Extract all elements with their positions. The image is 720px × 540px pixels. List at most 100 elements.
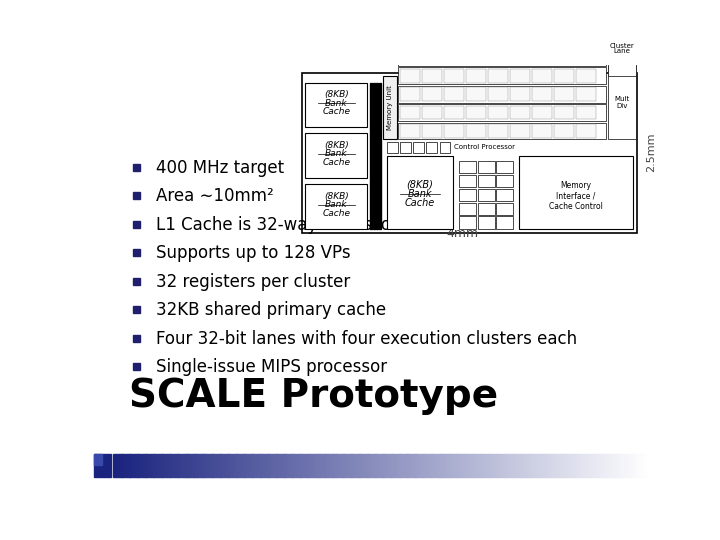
Bar: [398, 30, 606, 47]
Bar: [510, 0, 531, 9]
Bar: [398, 49, 606, 65]
Bar: [439, 142, 451, 153]
Text: Cluster: Cluster: [609, 43, 634, 49]
Bar: [477, 202, 495, 215]
Bar: [127, 454, 130, 477]
Bar: [400, 124, 420, 138]
Bar: [576, 69, 596, 83]
Bar: [383, 454, 387, 477]
Bar: [517, 454, 520, 477]
Bar: [236, 454, 239, 477]
Bar: [532, 69, 552, 83]
Bar: [466, 454, 469, 477]
Bar: [608, 27, 636, 64]
Bar: [387, 156, 453, 229]
Bar: [520, 454, 523, 477]
Bar: [359, 454, 362, 477]
Bar: [145, 454, 148, 477]
Bar: [554, 50, 575, 64]
Bar: [266, 454, 269, 477]
Bar: [124, 454, 127, 477]
Bar: [330, 454, 333, 477]
Bar: [608, 454, 611, 477]
Bar: [514, 454, 518, 477]
Bar: [510, 13, 531, 27]
Bar: [461, 454, 464, 477]
Bar: [263, 454, 266, 477]
Bar: [402, 454, 405, 477]
Bar: [373, 83, 375, 229]
Bar: [469, 454, 472, 477]
Bar: [554, 13, 575, 27]
Bar: [354, 454, 357, 477]
Bar: [495, 454, 499, 477]
Bar: [496, 202, 513, 215]
Bar: [444, 87, 464, 101]
Bar: [528, 454, 531, 477]
Bar: [626, 454, 630, 477]
Bar: [292, 454, 295, 477]
Bar: [284, 454, 287, 477]
Bar: [576, 454, 579, 477]
Bar: [450, 454, 453, 477]
Bar: [400, 454, 402, 477]
Bar: [370, 83, 372, 229]
Bar: [488, 32, 508, 45]
Text: SCALE Prototype: SCALE Prototype: [129, 377, 498, 415]
Bar: [506, 454, 509, 477]
Bar: [172, 454, 175, 477]
Bar: [459, 202, 476, 215]
Bar: [362, 454, 365, 477]
Bar: [531, 454, 534, 477]
Bar: [576, 87, 596, 101]
Bar: [132, 363, 140, 370]
Bar: [568, 454, 571, 477]
Text: Bank: Bank: [325, 200, 348, 209]
Bar: [544, 454, 546, 477]
Bar: [480, 454, 482, 477]
Bar: [398, 67, 606, 84]
Bar: [573, 454, 576, 477]
Bar: [576, 0, 596, 9]
Bar: [305, 133, 367, 178]
Bar: [485, 454, 488, 477]
Bar: [532, 50, 552, 64]
Bar: [199, 454, 202, 477]
Bar: [138, 454, 140, 477]
Bar: [532, 106, 552, 119]
Bar: [434, 454, 437, 477]
Bar: [132, 306, 140, 313]
Bar: [466, 50, 487, 64]
Bar: [532, 0, 552, 9]
Bar: [603, 454, 606, 477]
Bar: [158, 454, 162, 477]
Bar: [413, 454, 415, 477]
Text: Memory Unit: Memory Unit: [387, 85, 393, 130]
Bar: [445, 454, 448, 477]
Bar: [444, 0, 464, 9]
Text: (8KB): (8KB): [324, 141, 348, 150]
Bar: [576, 32, 596, 45]
Bar: [325, 454, 328, 477]
Bar: [503, 454, 507, 477]
Bar: [518, 156, 634, 229]
Bar: [244, 454, 248, 477]
Bar: [156, 454, 159, 477]
Text: Area ∼10mm²: Area ∼10mm²: [156, 187, 274, 205]
Bar: [444, 13, 464, 27]
Bar: [247, 454, 250, 477]
Bar: [456, 454, 459, 477]
Text: Cache: Cache: [323, 158, 351, 167]
Bar: [554, 106, 575, 119]
Bar: [422, 69, 443, 83]
Bar: [477, 175, 495, 187]
Bar: [303, 454, 306, 477]
Bar: [194, 454, 197, 477]
Bar: [510, 32, 531, 45]
Bar: [629, 454, 632, 477]
Bar: [183, 454, 186, 477]
Bar: [302, 72, 637, 233]
Bar: [532, 87, 552, 101]
Bar: [298, 454, 301, 477]
Bar: [632, 454, 635, 477]
